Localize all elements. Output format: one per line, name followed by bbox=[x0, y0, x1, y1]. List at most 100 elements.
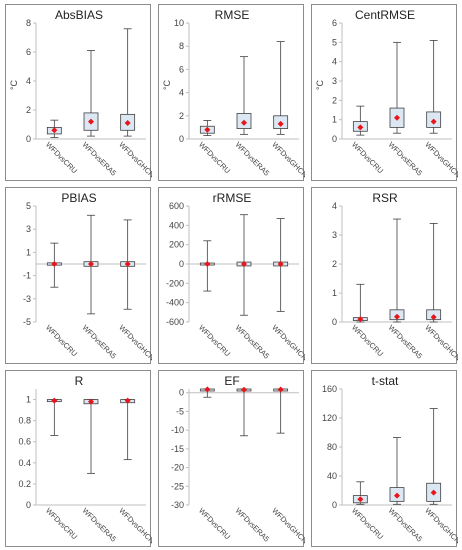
chart-svg: R 0 0.2 0.4 0.6 0.8 1 WFDvsCRU WFDvsERA5 WFDvsGHC… bbox=[18, 374, 152, 545]
chart-panel-absbias: AbsBIAS °C 0 2 4 6 8 WFDvsCRU WFDvsERA5 WFDvsGHCN bbox=[5, 4, 152, 181]
category-label: WFDvsERA5 bbox=[234, 506, 272, 544]
y-tick-label: 600 bbox=[169, 201, 184, 211]
y-tick-label: 3 bbox=[26, 224, 31, 234]
y-axis-label: °C bbox=[162, 79, 172, 90]
mean-marker bbox=[241, 119, 247, 126]
y-tick-label: 5 bbox=[332, 37, 337, 47]
chart-svg: CentRMSE °C 0 1 2 3 4 5 6 WFDvsCRU WFDvsERA5 WFDvsG… bbox=[315, 8, 458, 179]
category-label: WFDvsGHCN bbox=[423, 506, 458, 545]
y-tick-label: 2 bbox=[332, 259, 337, 269]
category-label: WFDvsCRU bbox=[197, 323, 232, 358]
y-tick-label: 0 bbox=[332, 500, 337, 510]
y-tick-label: 2 bbox=[332, 95, 337, 105]
y-tick-label: -5 bbox=[23, 317, 31, 327]
box-wfdvsera5 bbox=[236, 386, 252, 437]
mean-marker bbox=[357, 316, 364, 323]
y-tick-label: 0 bbox=[332, 317, 337, 327]
mean-marker bbox=[204, 386, 211, 393]
y-tick-label: 0.8 bbox=[18, 416, 31, 426]
mean-marker bbox=[430, 314, 437, 321]
y-tick-label: 4 bbox=[179, 88, 184, 98]
category-label: WFDvsCRU bbox=[44, 506, 79, 541]
y-tick-label: 0 bbox=[26, 134, 31, 144]
box-wfdvscru bbox=[46, 242, 62, 288]
mean-marker bbox=[88, 261, 94, 267]
y-tick-label: 8 bbox=[26, 18, 31, 28]
chart-panel-ef: EF -30 -25 -20 -15 -10 -5 0 WFDvsCRU WFDvsERA5 WFD… bbox=[158, 370, 305, 547]
category-label: WFDvsERA5 bbox=[387, 140, 425, 178]
chart-panel-rrmse: rRMSE -600 -400 -200 0 200 400 600 WFDvsCRU WFDvs… bbox=[158, 187, 305, 364]
chart-panel-centrmse: CentRMSE °C 0 1 2 3 4 5 6 WFDvsCRU WFDvsERA5 WFDvsG… bbox=[311, 4, 458, 181]
category-label: WFDvsCRU bbox=[197, 506, 232, 541]
chart-panel-rsr: RSR 0 1 2 3 4 WFDvsCRU WFDvsERA5 WFDvsGHCN bbox=[311, 187, 458, 364]
y-tick-label: 80 bbox=[327, 442, 337, 452]
category-label: WFDvsGHCN bbox=[117, 506, 152, 545]
chart-svg: RMSE °C 0 2 4 6 8 10 WFDvsCRU WFDvsERA5 WFDvsGHCN bbox=[162, 8, 305, 179]
y-tick-label: -1 bbox=[23, 271, 31, 281]
y-tick-label: 6 bbox=[26, 47, 31, 57]
y-tick-label: -30 bbox=[171, 500, 184, 510]
mean-marker bbox=[277, 120, 284, 127]
chart-title: PBIAS bbox=[61, 191, 96, 205]
y-tick-label: 0 bbox=[179, 134, 184, 144]
mean-marker bbox=[277, 386, 284, 393]
mean-marker bbox=[88, 398, 94, 405]
chart-svg: AbsBIAS °C 0 2 4 6 8 WFDvsCRU WFDvsERA5 WFDvsGHCN bbox=[9, 8, 152, 179]
category-label: WFDvsERA5 bbox=[81, 506, 119, 544]
category-label: WFDvsERA5 bbox=[234, 323, 272, 361]
category-label: WFDvsGHCN bbox=[423, 140, 458, 179]
category-label: WFDvsGHCN bbox=[117, 140, 152, 179]
y-tick-label: 1 bbox=[332, 115, 337, 125]
box-wfdvsghcn bbox=[426, 408, 442, 505]
category-label: WFDvsGHCN bbox=[270, 140, 305, 179]
category-label: WFDvsERA5 bbox=[387, 506, 425, 544]
y-tick-label: -10 bbox=[171, 425, 184, 435]
box-wfdvscru bbox=[199, 240, 215, 292]
box-wfdvsghcn bbox=[273, 386, 289, 434]
box-wfdvsghcn bbox=[273, 41, 289, 135]
mean-marker bbox=[357, 124, 364, 131]
category-label: WFDvsERA5 bbox=[81, 323, 119, 361]
y-tick-label: -3 bbox=[23, 294, 31, 304]
y-axis-label: °C bbox=[315, 79, 325, 90]
y-axis-label: °C bbox=[9, 79, 19, 90]
box-wfdvsghcn bbox=[426, 40, 442, 134]
y-tick-label: -200 bbox=[166, 278, 184, 288]
y-tick-label: -15 bbox=[171, 444, 184, 454]
chart-panel-r: R 0 0.2 0.4 0.6 0.8 1 WFDvsCRU WFDvsERA5 WFDvsGHC… bbox=[5, 370, 152, 547]
box-wfdvsghcn bbox=[273, 218, 289, 312]
y-tick-label: 8 bbox=[179, 41, 184, 51]
mean-marker bbox=[88, 118, 94, 125]
chart-title: RMSE bbox=[215, 8, 250, 22]
y-tick-label: 1 bbox=[26, 247, 31, 257]
y-tick-label: -25 bbox=[171, 481, 184, 491]
chart-title: EF bbox=[224, 374, 239, 388]
box-wfdvscru bbox=[46, 397, 62, 436]
box-wfdvsghcn bbox=[426, 223, 442, 323]
y-tick-label: 40 bbox=[327, 471, 337, 481]
y-tick-label: 4 bbox=[26, 76, 31, 86]
mean-marker bbox=[394, 114, 400, 121]
mean-marker bbox=[51, 127, 58, 134]
mean-marker bbox=[124, 120, 131, 127]
chart-title: RSR bbox=[372, 191, 398, 205]
mean-marker bbox=[124, 397, 131, 404]
box-wfdvscru bbox=[352, 105, 368, 136]
mean-marker bbox=[430, 489, 437, 496]
chart-title: t-stat bbox=[372, 374, 399, 388]
mean-marker bbox=[204, 126, 211, 133]
chart-title: rRMSE bbox=[213, 191, 252, 205]
box-wfdvscru bbox=[199, 120, 215, 136]
chart-title: R bbox=[75, 374, 84, 388]
box-wfdvsera5 bbox=[236, 214, 252, 316]
y-tick-label: 1 bbox=[332, 288, 337, 298]
mean-marker bbox=[277, 261, 284, 267]
y-tick-label: 4 bbox=[332, 57, 337, 67]
box-wfdvsera5 bbox=[389, 437, 405, 505]
box-wfdvscru bbox=[352, 481, 368, 505]
mean-marker bbox=[394, 313, 400, 320]
category-label: WFDvsCRU bbox=[44, 140, 79, 175]
mean-marker bbox=[241, 386, 247, 393]
y-tick-label: 3 bbox=[332, 230, 337, 240]
